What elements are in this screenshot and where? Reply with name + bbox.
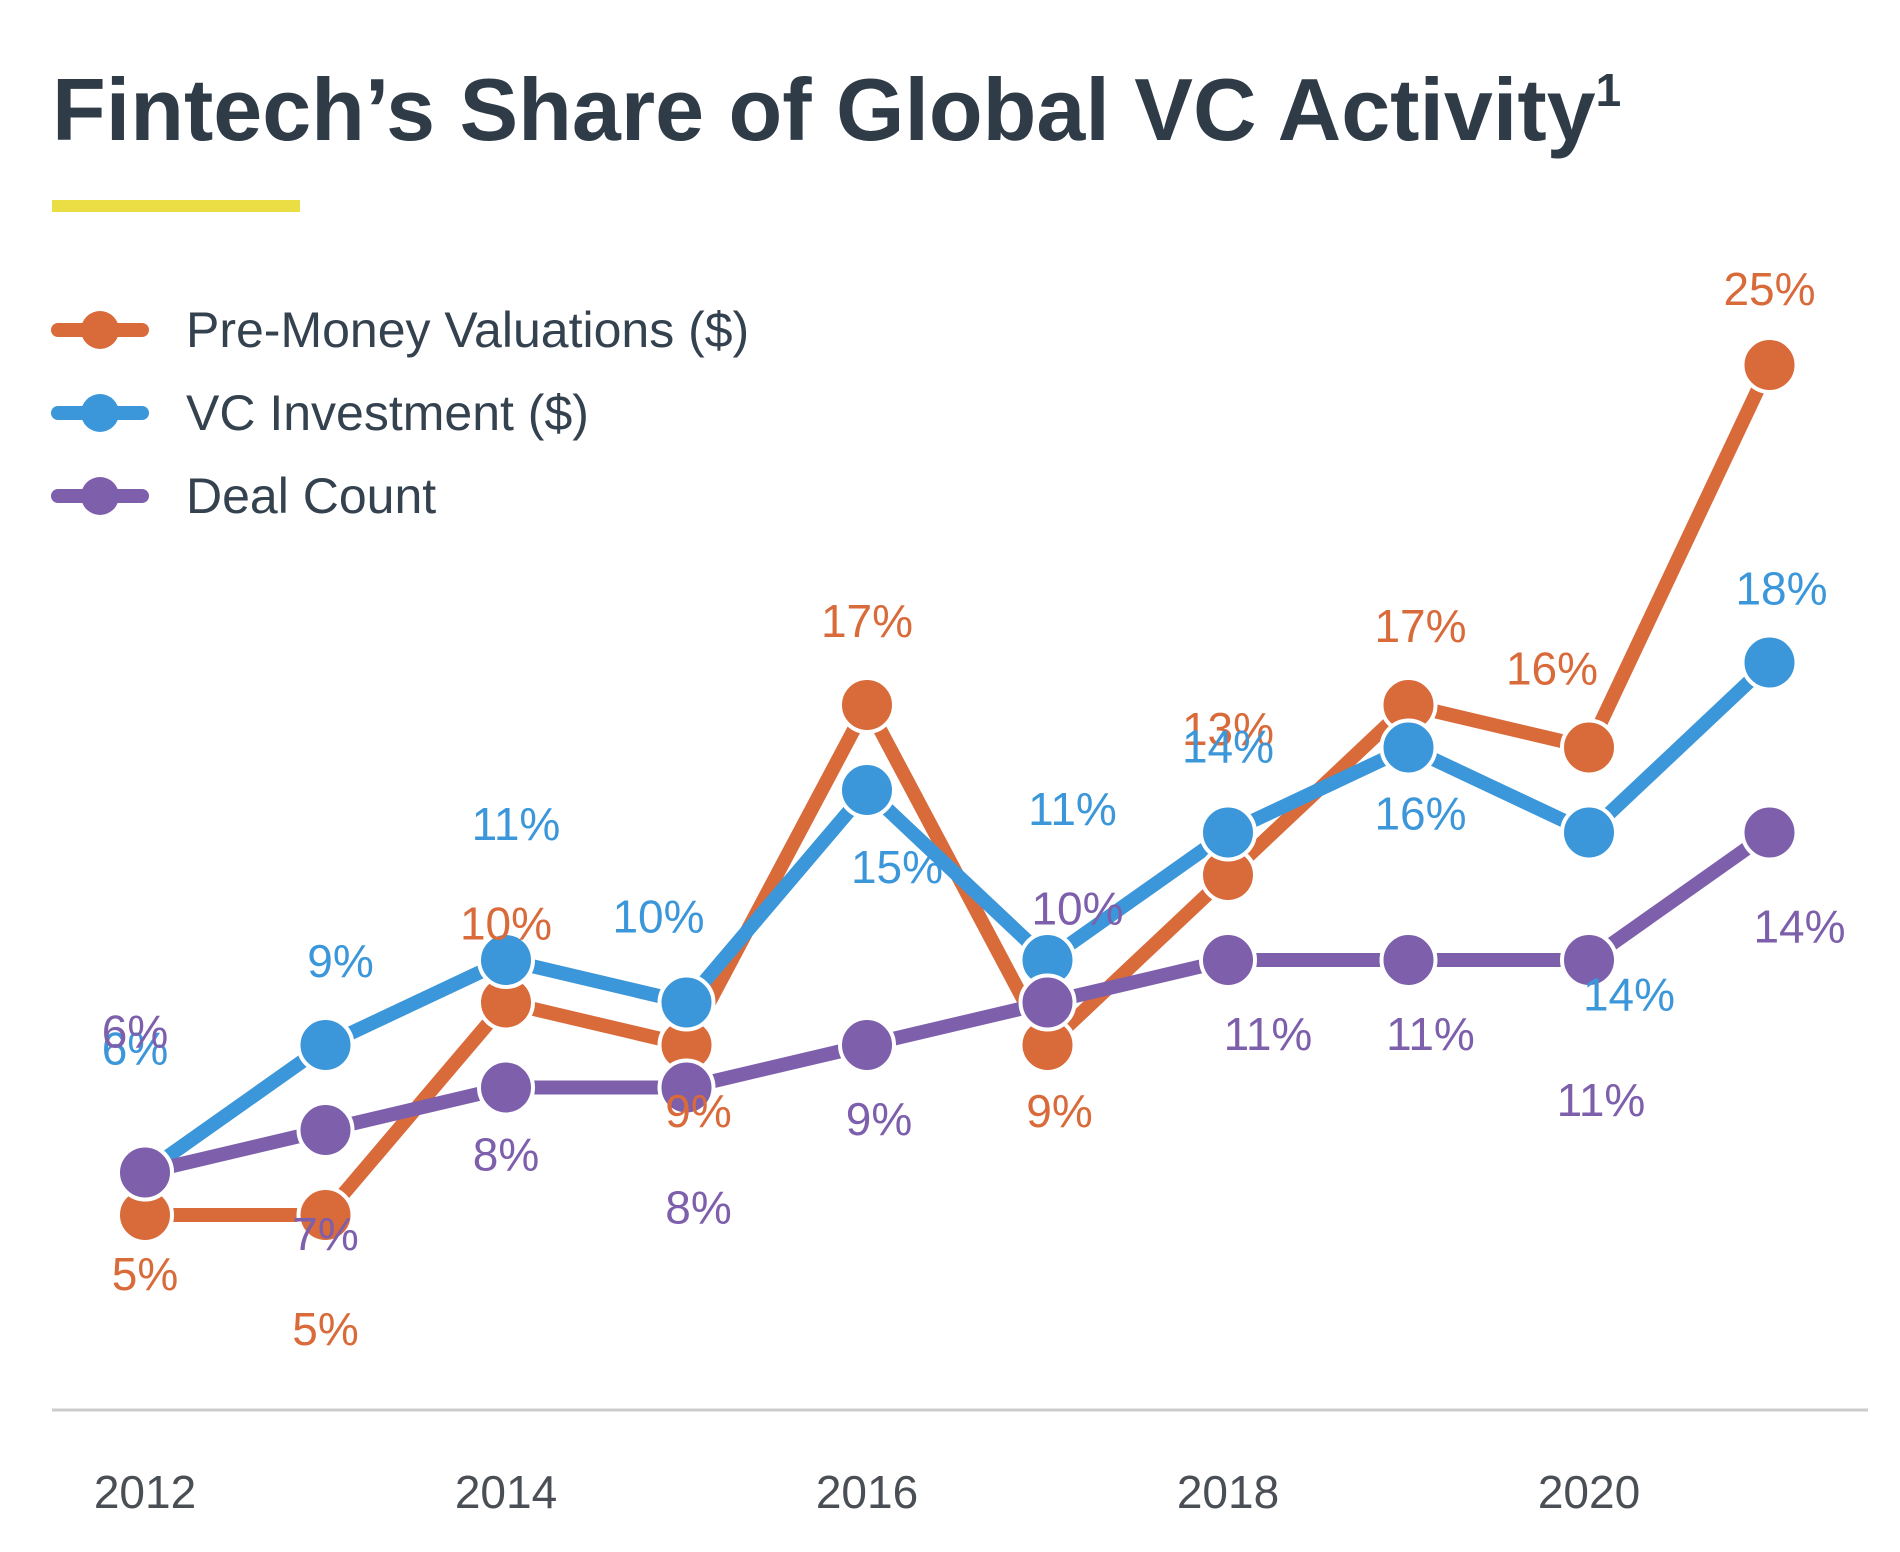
data-label-deal-count-2019: 11%	[1386, 1008, 1475, 1060]
series-line-vc-investment	[138, 655, 1777, 1180]
data-label-deal-count-2015: 8%	[665, 1182, 731, 1234]
x-axis-tick-labels: 2012 2014 2016 2018 2020	[94, 1466, 1640, 1518]
data-point-vc-investment-2014	[477, 931, 535, 989]
data-label-deal-count-2021: 14%	[1753, 901, 1845, 953]
data-label-deal-count-2018: 11%	[1224, 1008, 1313, 1060]
data-label-pre-money-valuations-2012: 5%	[112, 1248, 178, 1300]
data-point-deal-count-2018	[1199, 931, 1257, 989]
series-lines	[138, 358, 1777, 1222]
data-labels: 5% 5% 10% 9% 17% 9% 13% 17% 16% 25% 6% 9% 11% 10% 15% 1…	[102, 263, 1846, 1355]
series-points	[116, 336, 1799, 1244]
legend-label: Deal Count	[186, 468, 436, 524]
data-label-vc-investment-2018: 14%	[1182, 721, 1274, 773]
legend-swatch-marker	[81, 477, 119, 515]
data-label-vc-investment-2015: 10%	[612, 891, 704, 943]
data-point-pre-money-valuations-2021	[1740, 336, 1799, 394]
title-accent-bar	[52, 200, 300, 212]
legend-item-pre-money-valuations: Pre-Money Valuations ($)	[51, 302, 749, 358]
data-point-pre-money-valuations-2013	[296, 1186, 355, 1244]
data-label-vc-investment-2020: 14%	[1583, 969, 1675, 1021]
data-label-pre-money-valuations-2015: 9%	[665, 1085, 731, 1137]
data-label-pre-money-valuations-2013: 5%	[292, 1303, 358, 1355]
data-point-vc-investment-2021	[1740, 633, 1799, 692]
data-point-vc-investment-2013	[296, 1016, 355, 1074]
x-tick-label-2018: 2018	[1177, 1466, 1279, 1518]
x-tick-label-2012: 2012	[94, 1466, 196, 1518]
series-line-deal-count	[138, 825, 1777, 1180]
legend-item-deal-count: Deal Count	[51, 468, 436, 524]
legend-label: VC Investment ($)	[186, 385, 589, 441]
data-label-pre-money-valuations-2020: 16%	[1506, 643, 1598, 695]
data-label-vc-investment-2012: 6%	[102, 1023, 168, 1075]
data-point-deal-count-2021	[1740, 803, 1799, 862]
data-point-deal-count-2014	[477, 1058, 535, 1117]
chart-title: Fintech’s Share of Global VC Activity1	[52, 60, 1621, 159]
x-tick-label-2020: 2020	[1538, 1466, 1640, 1518]
chart-title-superscript: 1	[1596, 64, 1622, 116]
data-label-vc-investment-2021: 18%	[1735, 563, 1827, 615]
data-label-pre-money-valuations-2019: 17%	[1374, 600, 1466, 652]
data-label-vc-investment-2014: 11%	[472, 798, 561, 850]
data-label-deal-count-2017: 10%	[1031, 883, 1123, 935]
x-tick-label-2016: 2016	[816, 1466, 918, 1518]
data-label-vc-investment-2017: 11%	[1028, 783, 1117, 835]
legend-swatch-marker	[81, 394, 119, 432]
x-tick-label-2014: 2014	[455, 1466, 557, 1518]
data-point-vc-investment-2018	[1199, 803, 1257, 862]
data-point-vc-investment-2015	[657, 973, 716, 1032]
legend-label: Pre-Money Valuations ($)	[186, 302, 749, 358]
data-point-deal-count-2015	[657, 1058, 716, 1117]
data-point-pre-money-valuations-2020	[1560, 718, 1618, 777]
data-point-deal-count-2012	[116, 1143, 174, 1202]
data-label-vc-investment-2013: 9%	[307, 935, 373, 987]
data-label-vc-investment-2019: 16%	[1374, 788, 1466, 840]
data-label-deal-count-2012: 6%	[102, 1006, 168, 1058]
data-point-deal-count-2016	[838, 1016, 896, 1074]
legend-item-vc-investment: VC Investment ($)	[51, 385, 589, 441]
data-label-deal-count-2020: 11%	[1557, 1074, 1646, 1126]
legend-swatch-marker	[81, 311, 119, 349]
legend: Pre-Money Valuations ($) VC Investment ($…	[51, 302, 749, 524]
data-label-deal-count-2016: 9%	[846, 1093, 912, 1145]
data-point-vc-investment-2016	[838, 761, 896, 819]
data-label-pre-money-valuations-2021: 25%	[1723, 263, 1815, 315]
data-point-deal-count-2017	[1018, 973, 1077, 1032]
data-point-pre-money-valuations-2016	[838, 676, 896, 734]
data-label-pre-money-valuations-2016: 17%	[821, 595, 913, 647]
chart-title-main: Fintech’s Share of Global VC Activity	[52, 60, 1596, 159]
data-label-pre-money-valuations-2017: 9%	[1026, 1085, 1092, 1137]
data-label-pre-money-valuations-2014: 10%	[460, 898, 552, 950]
data-label-vc-investment-2016: 15%	[851, 841, 943, 893]
data-label-deal-count-2014: 8%	[473, 1129, 539, 1181]
data-point-vc-investment-2019	[1379, 718, 1438, 777]
data-point-deal-count-2020	[1560, 931, 1618, 989]
data-label-deal-count-2013: 7%	[292, 1208, 358, 1260]
data-point-vc-investment-2020	[1560, 803, 1618, 862]
data-point-deal-count-2013	[296, 1101, 355, 1159]
data-label-pre-money-valuations-2018: 13%	[1182, 703, 1274, 755]
data-point-deal-count-2019	[1379, 931, 1438, 989]
